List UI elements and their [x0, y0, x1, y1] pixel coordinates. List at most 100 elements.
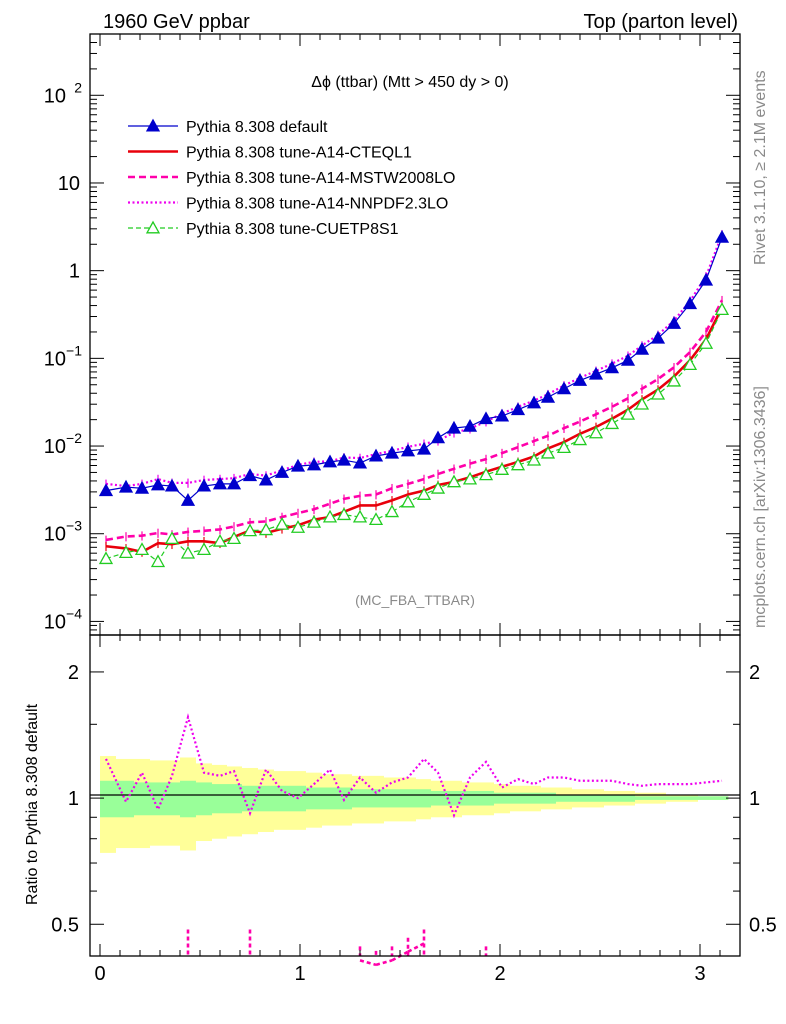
- legend-label: Pythia 8.308 default: [186, 119, 328, 136]
- ratio-band-green: [196, 782, 212, 816]
- ratio-band-green: [588, 794, 604, 802]
- data-point: [634, 396, 650, 410]
- y-tick-label: 10: [44, 436, 66, 458]
- analysis-label: (MC_FBA_TTBAR): [355, 592, 475, 608]
- ratio-series-group: [105, 713, 723, 967]
- data-point: [336, 452, 352, 466]
- data-point: [650, 386, 666, 400]
- y-tick-exponent: −3: [66, 518, 82, 534]
- legend: Pythia 8.308 default Pythia 8.308 tune-A1…: [128, 118, 455, 238]
- series-line: [105, 306, 724, 554]
- data-point: [322, 454, 338, 468]
- ratio-band-green: [212, 784, 227, 814]
- ratio-band-green: [714, 796, 729, 800]
- ratio-band-green: [556, 794, 572, 802]
- data-point: [164, 478, 180, 492]
- ratio-band-green: [258, 785, 274, 812]
- y-tick-label: 10: [58, 173, 80, 195]
- y-tick-label-ratio: 2: [68, 662, 79, 684]
- data-point: [306, 457, 322, 471]
- data-point: [604, 416, 620, 430]
- ratio-band-green: [134, 782, 150, 816]
- data-point: [212, 476, 228, 490]
- legend-label: Pythia 8.308 tune-A14-MSTW2008LO: [186, 170, 455, 187]
- data-point: [400, 443, 416, 457]
- ratio-band-green: [698, 796, 714, 800]
- ratio-band-green: [541, 792, 556, 804]
- data-point: [258, 472, 274, 486]
- legend-label: Pythia 8.308 tune-A14-CTEQL1: [186, 145, 412, 162]
- series-line: [105, 309, 723, 563]
- data-point: [134, 480, 150, 494]
- y-tick-exponent: −1: [66, 342, 82, 358]
- series-line: [105, 237, 723, 502]
- mcplots-label: mcplots.cern.ch [arXiv:1306.3436]: [752, 386, 769, 628]
- data-point: [306, 514, 322, 528]
- data-point: [134, 542, 150, 556]
- header-left: 1960 GeV ppbar: [103, 11, 250, 33]
- y-tick-exponent: −2: [66, 430, 82, 446]
- data-point: [698, 272, 714, 286]
- data-point: [400, 494, 416, 508]
- data-point: [540, 389, 556, 403]
- legend-label: Pythia 8.308 tune-CUETP8S1: [186, 221, 399, 238]
- data-point: [478, 411, 494, 425]
- data-point: [462, 471, 478, 485]
- data-point: [556, 381, 572, 395]
- data-point: [274, 465, 290, 478]
- data-point: [164, 531, 180, 545]
- data-point: [620, 352, 636, 366]
- data-point: [322, 509, 338, 523]
- ratio-band-green: [620, 794, 635, 802]
- ratio-band-green: [635, 796, 650, 800]
- ratio-panel: 0 1 2 3 0.5 0.5 1 1 2 2 Ratio to Pythia 8.308 def…: [24, 634, 777, 985]
- ratio-band-green: [384, 789, 400, 808]
- data-point: [714, 302, 730, 316]
- data-point: [510, 457, 526, 471]
- data-point: [666, 316, 682, 329]
- ratio-band-green: [604, 794, 620, 802]
- data-point: [352, 455, 368, 469]
- y-tick-exponent: −4: [66, 605, 82, 621]
- ratio-ylabel: Ratio to Pythia 8.308 default: [24, 703, 41, 905]
- data-point: [118, 479, 134, 493]
- data-point: [430, 480, 446, 494]
- data-point: [150, 477, 166, 491]
- data-point: [196, 478, 212, 492]
- legend-marker: [145, 118, 161, 132]
- data-point: [572, 432, 588, 446]
- data-point: [714, 229, 730, 243]
- data-point: [352, 509, 368, 523]
- data-point: [540, 445, 556, 459]
- data-point: [98, 483, 114, 497]
- data-point: [666, 373, 682, 387]
- data-point: [180, 545, 196, 559]
- ratio-band-green: [227, 784, 242, 814]
- main-series-group: [98, 229, 730, 568]
- y-tick-exponent: 2: [74, 79, 82, 95]
- ratio-band-green: [400, 789, 416, 808]
- y-tick-label: 10: [44, 85, 66, 107]
- ratio-band-green: [368, 789, 384, 808]
- data-point: [634, 341, 650, 355]
- series-line: [105, 233, 724, 488]
- y-tick-label: 10: [44, 611, 66, 633]
- data-point: [446, 420, 462, 434]
- data-point: [242, 523, 258, 537]
- data-point: [604, 360, 620, 374]
- data-point: [446, 474, 462, 488]
- data-point: [588, 425, 604, 439]
- data-point: [290, 520, 306, 533]
- data-point: [384, 445, 400, 459]
- y-tick-label: 10: [44, 348, 66, 370]
- ratio-band-green: [431, 790, 446, 806]
- data-point: [510, 402, 526, 416]
- header-right: Top (parton level): [583, 11, 738, 33]
- data-point: [416, 487, 432, 500]
- y-tick-label-ratio-right: 2: [749, 662, 760, 684]
- series-line: [105, 299, 724, 542]
- ratio-line: [105, 713, 723, 819]
- data-point: [368, 448, 384, 462]
